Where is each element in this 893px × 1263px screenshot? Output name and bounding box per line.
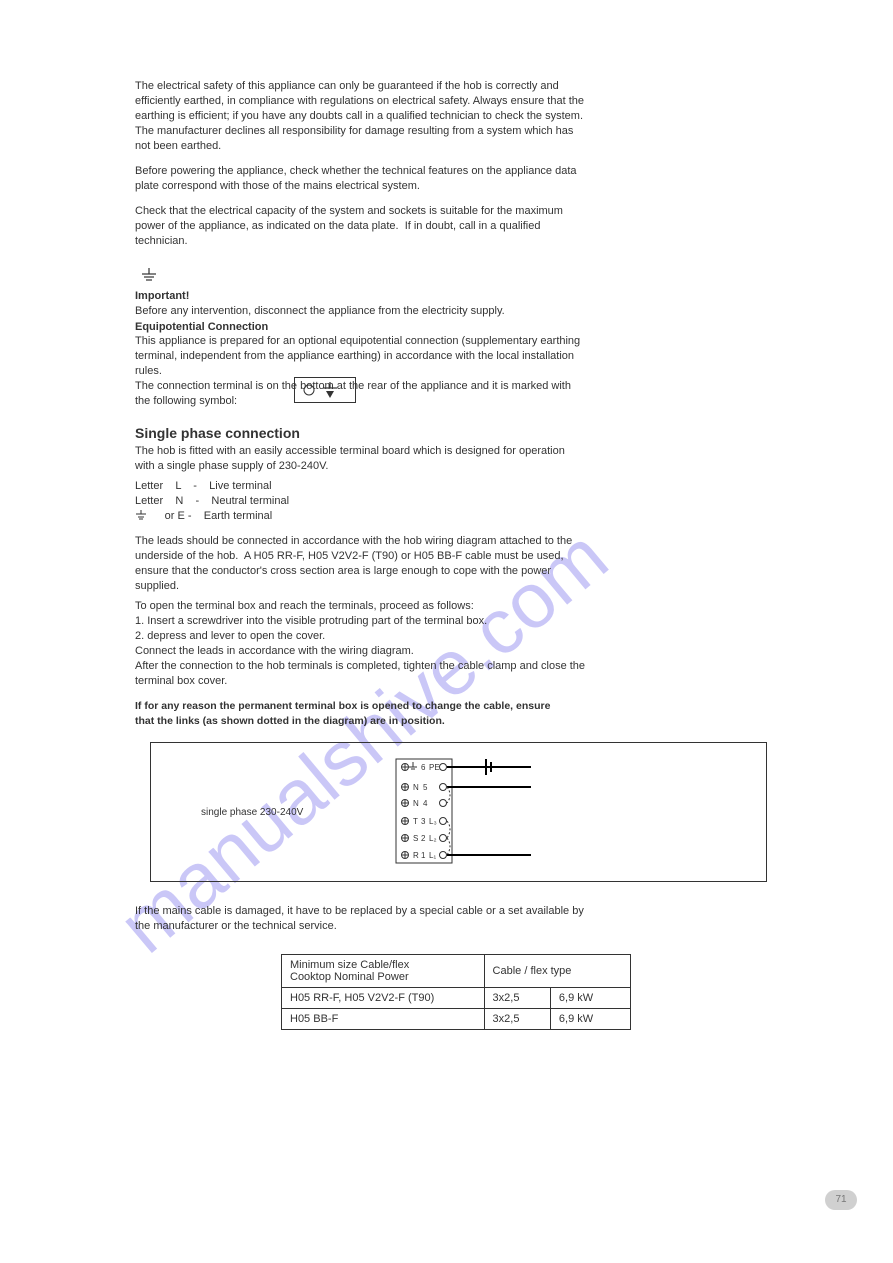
note-text: If for any reason the permanent terminal… <box>135 700 550 713</box>
body-text: 1. Insert a screwdriver into the visible… <box>135 615 487 629</box>
svg-text:S: S <box>413 834 418 843</box>
body-text: The hob is fitted with an easily accessi… <box>135 445 565 459</box>
body-text: Letter L - Live terminal <box>135 480 272 494</box>
body-text: efficiently earthed, in compliance with … <box>135 95 584 109</box>
body-text: After the connection to the hob terminal… <box>135 660 585 674</box>
table-cell: 3x2,5 <box>484 988 550 1009</box>
table-subtitle: Cooktop Nominal Power <box>290 971 409 983</box>
table-cell: H05 RR-F, H05 V2V2-F (T90) <box>282 988 485 1009</box>
svg-text:4: 4 <box>423 799 428 808</box>
body-text: To open the terminal box and reach the t… <box>135 600 474 614</box>
body-text: the following symbol: <box>135 395 237 409</box>
table-row: H05 RR-F, H05 V2V2-F (T90) 3x2,5 6,9 kW <box>282 988 631 1009</box>
svg-text:T: T <box>413 817 418 826</box>
body-text: not been earthed. <box>135 140 221 154</box>
body-text: The leads should be connected in accorda… <box>135 535 572 549</box>
wiring-diagram-box: single phase 230-240V 6 PE N 5 <box>150 742 767 882</box>
body-text: The manufacturer declines all responsibi… <box>135 125 573 139</box>
body-text: underside of the hob. A H05 RR-F, H05 V2… <box>135 550 564 564</box>
table-cell: H05 BB-F <box>282 1009 485 1030</box>
body-text: terminal, independent from the appliance… <box>135 350 574 364</box>
table-row: H05 BB-F 3x2,5 6,9 kW <box>282 1009 631 1030</box>
body-text: with a single phase supply of 230-240V. <box>135 460 328 474</box>
body-text: earthing is efficient; if you have any d… <box>135 110 583 124</box>
body-text: Letter N - Neutral terminal <box>135 495 289 509</box>
table-cell: 6,9 kW <box>550 1009 630 1030</box>
body-text: technician. <box>135 235 188 249</box>
table-cell: 3x2,5 <box>484 1009 550 1030</box>
page-number-badge: 71 <box>825 1190 857 1210</box>
body-text: or E - Earth terminal <box>131 510 272 524</box>
ground-icon <box>135 510 147 522</box>
body-text: rules. <box>135 365 162 379</box>
body-text: Connect the leads in accordance with the… <box>135 645 414 659</box>
body-text: terminal box cover. <box>135 675 227 689</box>
ground-icon <box>141 268 157 284</box>
body-text: plate correspond with those of the mains… <box>135 180 420 194</box>
body-text: ensure that the conductor's cross sectio… <box>135 565 551 579</box>
svg-text:N: N <box>413 799 419 808</box>
cable-size-table: Minimum size Cable/flex Cooktop Nominal … <box>281 954 631 1030</box>
body-text: The electrical safety of this appliance … <box>135 80 559 94</box>
body-text: Check that the electrical capacity of th… <box>135 205 563 219</box>
svg-text:L₁: L₁ <box>429 851 436 860</box>
equipotential-symbol-box <box>294 377 356 403</box>
svg-text:L₃: L₃ <box>429 817 437 826</box>
svg-text:N: N <box>413 783 419 792</box>
note-text: that the links (as shown dotted in the d… <box>135 715 445 728</box>
svg-text:2: 2 <box>421 834 426 843</box>
svg-text:6: 6 <box>421 763 426 772</box>
table-row: Minimum size Cable/flex Cooktop Nominal … <box>282 955 631 988</box>
body-text: the manufacturer or the technical servic… <box>135 920 337 934</box>
svg-text:5: 5 <box>423 783 428 792</box>
body-text: Before powering the appliance, check whe… <box>135 165 577 179</box>
svg-text:PE: PE <box>429 763 440 772</box>
body-text: This appliance is prepared for an option… <box>135 335 580 349</box>
body-text: Before any intervention, disconnect the … <box>135 305 505 319</box>
svg-text:1: 1 <box>421 851 426 860</box>
body-text: supplied. <box>135 580 179 594</box>
table-header-row: Cable / flex type <box>484 955 630 988</box>
table-cell: 6,9 kW <box>550 988 630 1009</box>
svg-text:R: R <box>413 851 419 860</box>
table-title: Minimum size Cable/flex <box>290 959 409 971</box>
body-text: 2. depress and lever to open the cover. <box>135 630 325 644</box>
subheading-important: Important! <box>135 290 189 304</box>
heading-single-phase: Single phase connection <box>135 425 300 443</box>
body-text: If the mains cable is damaged, it have t… <box>135 905 584 919</box>
svg-text:3: 3 <box>421 817 426 826</box>
subheading-equipotential: Equipotential Connection <box>135 321 268 335</box>
svg-text:L₂: L₂ <box>429 834 437 843</box>
manual-page: manualshive.com The electrical safety of… <box>0 0 893 1263</box>
wiring-caption: single phase 230-240V <box>201 807 303 820</box>
body-text: power of the appliance, as indicated on … <box>135 220 540 234</box>
